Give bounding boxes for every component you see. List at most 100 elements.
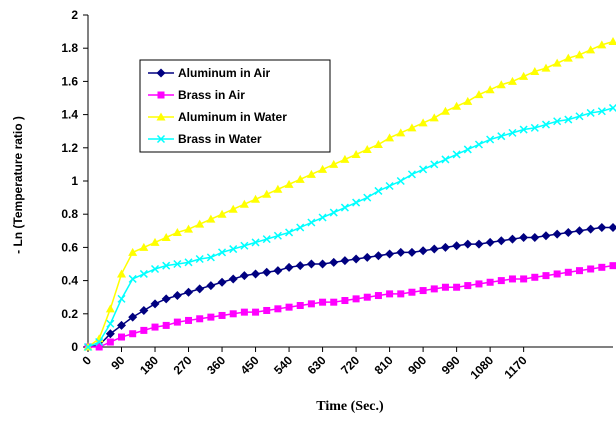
data-point xyxy=(252,308,260,316)
data-point xyxy=(206,281,216,291)
data-point xyxy=(452,150,461,159)
data-point xyxy=(296,223,305,232)
x-tick-label: 630 xyxy=(305,353,329,377)
data-point xyxy=(251,269,261,279)
data-point xyxy=(597,40,607,49)
data-point xyxy=(251,194,261,203)
data-point xyxy=(262,267,272,277)
y-tick-label: 0.8 xyxy=(61,207,78,221)
data-point xyxy=(351,149,361,158)
data-point xyxy=(597,222,607,232)
data-point xyxy=(229,310,237,318)
data-point xyxy=(340,154,350,163)
data-point xyxy=(564,268,572,276)
data-point xyxy=(485,237,495,247)
data-point xyxy=(519,232,529,242)
data-point xyxy=(150,299,160,309)
data-point xyxy=(173,259,182,269)
x-tick-label: 720 xyxy=(338,353,362,377)
data-point xyxy=(295,261,305,271)
data-point xyxy=(463,239,473,249)
data-point xyxy=(429,244,439,254)
data-point xyxy=(363,293,371,301)
data-point xyxy=(608,37,616,46)
data-point xyxy=(373,139,383,148)
data-point xyxy=(172,291,182,301)
data-point xyxy=(530,232,540,242)
data-point xyxy=(418,118,428,127)
data-point xyxy=(609,262,616,270)
data-point xyxy=(262,189,272,198)
data-point xyxy=(129,330,137,338)
x-tick-label: 0 xyxy=(79,353,94,368)
data-point xyxy=(105,304,115,313)
y-tick-label: 1 xyxy=(71,174,78,188)
data-point xyxy=(430,285,438,293)
data-point xyxy=(351,254,361,264)
data-point xyxy=(598,263,606,271)
data-point xyxy=(485,85,495,94)
y-tick-label: 0 xyxy=(71,340,78,354)
x-tick-label: 1080 xyxy=(467,353,496,382)
series-line xyxy=(87,226,613,348)
data-point xyxy=(520,275,528,283)
data-point xyxy=(273,266,283,276)
data-point xyxy=(139,269,148,278)
data-point xyxy=(295,174,305,183)
data-point xyxy=(318,213,327,222)
data-point xyxy=(407,247,417,257)
data-point xyxy=(185,316,193,324)
data-point xyxy=(575,112,584,121)
data-point xyxy=(162,321,170,329)
data-point xyxy=(418,246,428,256)
data-point xyxy=(519,71,529,80)
data-point xyxy=(396,176,405,186)
data-point xyxy=(240,241,249,250)
data-point xyxy=(496,80,506,89)
data-point xyxy=(117,320,127,330)
data-point xyxy=(397,290,405,298)
data-point xyxy=(452,101,462,110)
y-tick-label: 1.4 xyxy=(61,108,78,122)
data-point xyxy=(341,297,349,305)
data-point xyxy=(408,288,416,296)
data-point xyxy=(574,50,584,59)
data-point xyxy=(374,292,382,300)
series-line xyxy=(87,107,614,348)
data-point xyxy=(195,219,205,228)
data-point xyxy=(474,140,483,149)
data-point xyxy=(140,326,148,334)
legend-label: Aluminum in Water xyxy=(178,110,287,124)
data-point xyxy=(340,256,350,266)
data-point xyxy=(274,305,282,313)
data-point xyxy=(106,338,114,346)
data-point xyxy=(285,228,294,237)
data-point xyxy=(508,275,516,283)
data-point xyxy=(385,249,395,259)
data-point xyxy=(117,294,126,303)
x-tick-label: 540 xyxy=(271,353,295,377)
data-point xyxy=(440,242,450,252)
x-tick-label: 1170 xyxy=(501,353,530,382)
data-point xyxy=(251,238,260,247)
data-point xyxy=(262,235,271,244)
data-point xyxy=(195,254,204,264)
data-point xyxy=(139,242,149,251)
data-point xyxy=(497,132,506,141)
data-point xyxy=(441,283,449,291)
data-point xyxy=(273,184,283,193)
data-point xyxy=(597,107,606,116)
data-point xyxy=(507,76,517,85)
data-point xyxy=(319,298,327,306)
data-point xyxy=(463,96,473,105)
data-point xyxy=(575,267,583,275)
data-point xyxy=(206,214,216,223)
x-tick-label: 450 xyxy=(238,353,262,377)
x-tick-label: 810 xyxy=(372,353,396,377)
legend-label: Brass in Air xyxy=(178,88,245,102)
x-tick-label: 900 xyxy=(405,353,429,377)
data-point xyxy=(563,53,573,62)
data-point xyxy=(151,323,159,331)
data-point xyxy=(486,135,495,144)
